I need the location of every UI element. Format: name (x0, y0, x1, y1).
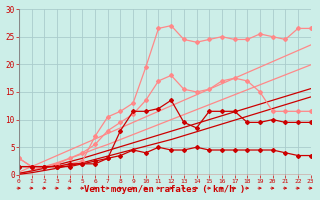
X-axis label: Vent moyen/en rafales ( km/h ): Vent moyen/en rafales ( km/h ) (84, 185, 245, 194)
